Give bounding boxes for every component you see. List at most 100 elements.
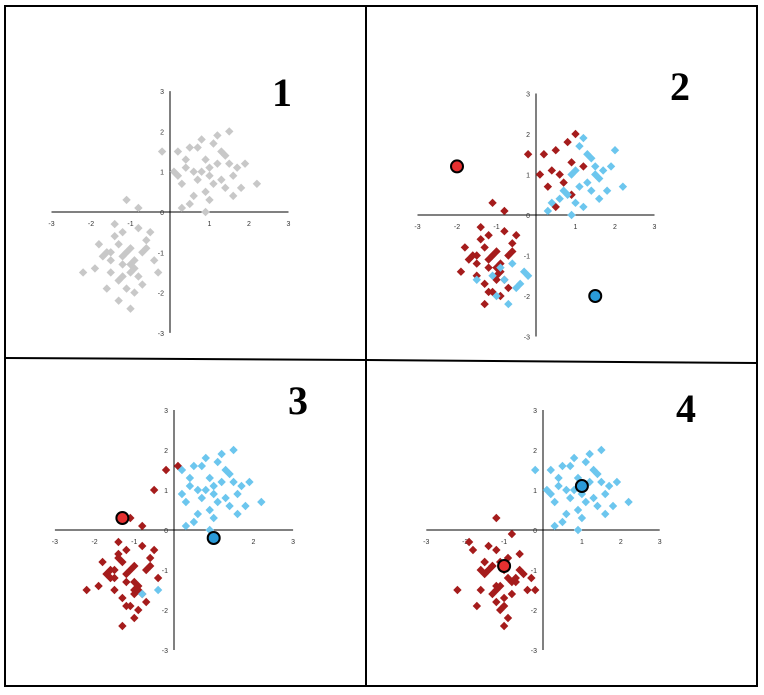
data-point: [554, 473, 563, 483]
data-point: [539, 150, 549, 159]
data-point: [567, 158, 576, 167]
data-point: [197, 135, 206, 144]
data-point: [597, 477, 606, 487]
data-point: [504, 299, 513, 309]
data-point: [571, 166, 580, 175]
centroid-point: [206, 531, 221, 545]
data-point: [547, 198, 556, 208]
data-point: [499, 621, 509, 631]
y-tick-label: 0: [533, 528, 537, 535]
data-point: [573, 505, 583, 515]
data-point: [581, 457, 590, 467]
data-point: [173, 461, 183, 471]
y-tick-label: -3: [531, 648, 537, 655]
data-point: [492, 545, 501, 555]
data-point: [551, 146, 560, 155]
data-point: [106, 573, 115, 583]
data-point: [185, 199, 194, 209]
data-point: [122, 248, 131, 257]
y-tick-label: 3: [164, 408, 168, 415]
data-point: [225, 127, 234, 136]
data-point: [480, 557, 489, 567]
data-point: [197, 493, 206, 503]
data-point: [114, 537, 123, 547]
data-point: [98, 557, 107, 567]
data-point: [581, 497, 590, 507]
panel-2: -3 -2 -1 1 2 3 -3 -2 -1 0 1 2 3 2: [414, 64, 690, 342]
data-point: [543, 182, 553, 191]
data-point: [126, 260, 135, 269]
x-tick-label: -3: [423, 539, 429, 546]
data-point: [118, 260, 127, 269]
data-point: [189, 191, 198, 201]
data-point: [185, 143, 194, 152]
data-point: [118, 227, 127, 237]
data-point: [197, 461, 206, 471]
data-point: [504, 283, 513, 293]
x-tick-label: -2: [454, 224, 460, 231]
data-point: [138, 521, 147, 531]
data-point: [181, 497, 191, 507]
data-point: [508, 259, 517, 268]
data-point: [232, 163, 242, 172]
x-tick-label: 1: [580, 539, 584, 546]
data-point: [110, 585, 119, 595]
y-tick-label: 2: [526, 132, 530, 139]
x-tick-label: -3: [48, 221, 54, 228]
data-point: [205, 505, 214, 515]
panel-number: 1: [272, 70, 292, 115]
x-tick-label: 2: [247, 221, 251, 228]
data-point: [236, 183, 246, 193]
data-point: [577, 513, 587, 523]
data-point: [571, 198, 580, 208]
data-point: [209, 513, 218, 523]
data-point: [555, 194, 564, 203]
data-point: [221, 151, 230, 160]
data-point: [146, 227, 155, 237]
y-tick-label: 1: [526, 173, 530, 180]
outer-border: [4, 5, 758, 687]
data-point: [138, 541, 147, 551]
centroid-point: [450, 159, 464, 174]
data-point: [488, 271, 497, 280]
data-point: [225, 469, 234, 479]
data-point: [573, 525, 583, 535]
data-point: [531, 465, 540, 475]
y-tick-label: 1: [160, 170, 164, 177]
data-point: [456, 267, 466, 276]
data-point: [488, 561, 497, 571]
data-point: [229, 445, 238, 455]
data-point: [197, 167, 206, 176]
x-tick-label: 1: [208, 221, 212, 228]
data-point: [122, 195, 131, 205]
data-point: [217, 175, 226, 184]
data-point: [185, 481, 195, 491]
data-point: [546, 489, 555, 499]
data-point: [130, 288, 139, 297]
data-point: [205, 163, 214, 172]
data-point: [488, 198, 497, 208]
centroid-point: [497, 559, 512, 573]
y-tick-label: -2: [524, 294, 530, 301]
data-point: [126, 268, 135, 277]
data-point: [149, 545, 159, 555]
data-point: [153, 573, 163, 583]
data-point: [157, 147, 167, 156]
data-point: [221, 493, 230, 503]
data-point: [213, 497, 222, 507]
data-point: [106, 256, 115, 265]
data-point: [130, 613, 139, 623]
data-point: [106, 248, 115, 257]
data-point: [587, 186, 596, 195]
data-point: [150, 256, 159, 265]
data-point: [90, 264, 100, 273]
data-point: [566, 461, 575, 471]
data-point: [213, 159, 222, 168]
data-point: [245, 477, 254, 487]
data-point: [550, 497, 559, 507]
data-point: [569, 453, 579, 463]
y-tick-label: -3: [524, 335, 530, 342]
x-tick-label: -1: [127, 221, 133, 228]
x-tick-label: -2: [88, 221, 94, 228]
